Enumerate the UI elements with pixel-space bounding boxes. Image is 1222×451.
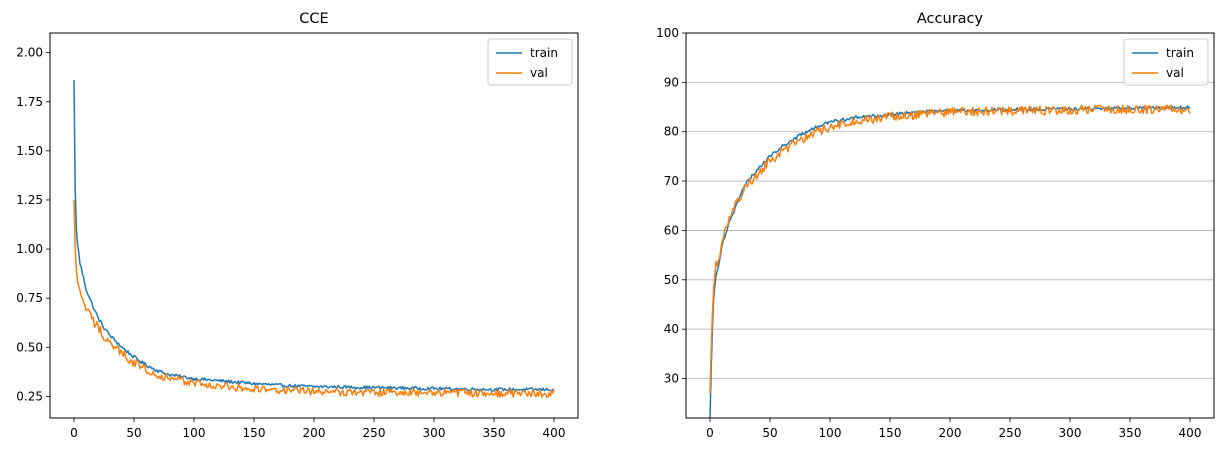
series-line-train	[709, 105, 1191, 418]
y-tick-label: 0.50	[16, 340, 43, 354]
legend-label-train: train	[1166, 46, 1194, 60]
x-tick-label: 0	[70, 426, 78, 440]
x-tick-label: 250	[999, 426, 1022, 440]
x-tick-label: 50	[126, 426, 141, 440]
y-tick-label: 2.00	[16, 46, 43, 60]
y-tick-label: 50	[664, 273, 679, 287]
y-tick-label: 100	[656, 26, 679, 40]
legend: train val	[487, 38, 573, 86]
x-tick-label: 400	[543, 426, 566, 440]
y-tick-label: 30	[664, 372, 679, 386]
x-tick-label: 50	[762, 426, 777, 440]
chart-title: Accuracy	[917, 11, 984, 27]
lines-layer	[709, 104, 1191, 418]
y-tick-label: 1.25	[16, 193, 43, 207]
accuracy-chart-panel: Accuracy 0 50 100 150 200 250 300 350 400 30 40 50 6…	[656, 11, 1215, 440]
axes-frame	[49, 32, 579, 419]
y-tick-label: 1.00	[16, 242, 43, 256]
legend: train val	[1123, 38, 1209, 86]
legend-label-val: val	[530, 66, 548, 80]
series-line-val	[73, 199, 555, 398]
y-tick-label: 0.75	[16, 291, 43, 305]
series-line-train	[73, 80, 555, 392]
y-tick-label: 90	[664, 75, 679, 89]
x-tick-label: 0	[706, 426, 714, 440]
y-tick-label: 1.75	[16, 95, 43, 109]
series-line-val	[709, 104, 1191, 394]
x-tick-label: 100	[819, 426, 842, 440]
ticks-layer: 0 50 100 150 200 250 300 350 400 30 40 50 60 70 80 90 10…	[656, 26, 1201, 440]
chart-title: CCE	[299, 11, 328, 27]
cce-chart-panel: CCE 0 50 100 150 200 250 300 350 400 0.25 0.50 0.75…	[16, 11, 579, 440]
x-tick-label: 150	[879, 426, 902, 440]
y-tick-label: 0.25	[16, 389, 43, 403]
x-tick-label: 300	[1059, 426, 1082, 440]
x-tick-label: 100	[183, 426, 206, 440]
x-tick-label: 400	[1179, 426, 1202, 440]
y-tick-label: 40	[664, 322, 679, 336]
x-tick-label: 150	[243, 426, 266, 440]
legend-label-train: train	[530, 46, 558, 60]
x-tick-label: 200	[939, 426, 962, 440]
lines-layer	[73, 80, 555, 398]
x-tick-label: 350	[1119, 426, 1142, 440]
y-tick-label: 80	[664, 125, 679, 139]
axes-frame	[685, 32, 1215, 419]
x-tick-label: 300	[423, 426, 446, 440]
x-tick-label: 250	[363, 426, 386, 440]
y-tick-label: 60	[664, 223, 679, 237]
x-tick-label: 200	[303, 426, 326, 440]
y-tick-label: 70	[664, 174, 679, 188]
x-tick-label: 350	[483, 426, 506, 440]
y-tick-label: 1.50	[16, 144, 43, 158]
ticks-layer: 0 50 100 150 200 250 300 350 400 0.25 0.50 0.75 1.00…	[16, 46, 565, 440]
legend-label-val: val	[1166, 66, 1184, 80]
